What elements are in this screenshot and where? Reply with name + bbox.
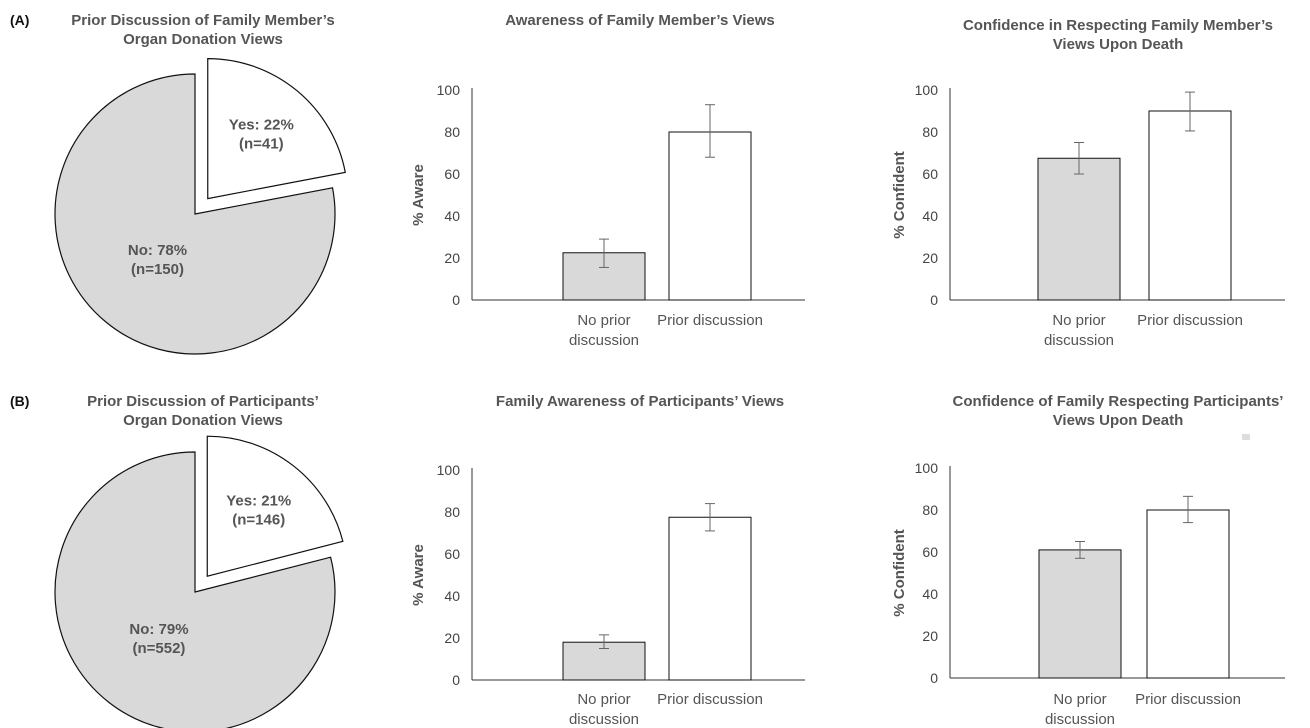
pie-slice-yes xyxy=(206,435,344,577)
y-tick-label: 60 xyxy=(444,546,460,562)
y-tick-label: 60 xyxy=(922,166,938,182)
bar-prior xyxy=(668,131,752,301)
y-tick-label: 0 xyxy=(930,292,938,308)
y-axis-label: % Confident xyxy=(891,529,908,617)
x-tick-label: No prior xyxy=(577,691,630,708)
y-tick-label: 100 xyxy=(915,82,939,98)
panel-label-a: (A) xyxy=(10,12,29,28)
y-tick-label: 80 xyxy=(444,124,460,140)
bar-no-prior xyxy=(1038,549,1122,679)
chart-4: Family Awareness of Participants’ Views 0… xyxy=(410,393,805,728)
x-tick-label: Prior discussion xyxy=(657,691,763,708)
x-tick-label: No prior xyxy=(1052,312,1105,329)
pie-slice-yes xyxy=(207,57,346,200)
chart-title: Confidence of Family Respecting Particip… xyxy=(953,393,1284,410)
y-tick-label: 100 xyxy=(915,460,939,476)
y-axis-label: % Confident xyxy=(891,151,908,239)
y-tick-label: 60 xyxy=(922,544,938,560)
pie-label-yes: Yes: 21% xyxy=(226,492,291,509)
y-tick-label: 40 xyxy=(444,588,460,604)
x-tick-label: No prior xyxy=(577,312,630,329)
chart-title: Views Upon Death xyxy=(1053,36,1184,53)
pie-slice-no xyxy=(54,451,336,728)
pie-label-no: No: 79% xyxy=(129,621,188,638)
chart-title: Organ Donation Views xyxy=(123,31,283,48)
chart-title: Organ Donation Views xyxy=(123,412,283,429)
chart-title: Prior Discussion of Family Member’s xyxy=(71,12,334,29)
pie-label-no: (n=150) xyxy=(131,261,184,278)
y-axis-label: % Aware xyxy=(410,544,427,606)
chart-title: Confidence in Respecting Family Member’s xyxy=(963,17,1273,34)
pie-label-yes: (n=146) xyxy=(232,511,285,528)
y-tick-label: 20 xyxy=(922,628,938,644)
y-tick-label: 100 xyxy=(437,82,461,98)
y-tick-label: 0 xyxy=(452,292,460,308)
y-axis-label: % Aware xyxy=(410,164,427,226)
y-tick-label: 0 xyxy=(930,670,938,686)
chart-1: Awareness of Family Member’s Views 0 20 40 6… xyxy=(410,12,805,349)
stray-marker xyxy=(1242,434,1250,440)
chart-title: Prior Discussion of Participants’ xyxy=(87,393,319,410)
chart-3: Prior Discussion of Participants’ Organ D… xyxy=(54,393,344,728)
bar-prior xyxy=(1146,509,1230,679)
pie-label-yes: (n=41) xyxy=(239,135,284,152)
y-tick-label: 80 xyxy=(444,504,460,520)
chart-5: Confidence of Family Respecting Particip… xyxy=(891,393,1285,728)
chart-2: Confidence in Respecting Family Member’s… xyxy=(891,17,1285,349)
pie-label-yes: Yes: 22% xyxy=(229,116,294,133)
x-tick-label: No prior xyxy=(1053,691,1106,708)
y-tick-label: 80 xyxy=(922,502,938,518)
y-tick-label: 40 xyxy=(444,208,460,224)
y-tick-label: 40 xyxy=(922,208,938,224)
y-tick-label: 20 xyxy=(922,250,938,266)
pie-label-no: (n=552) xyxy=(132,640,185,657)
x-tick-label: discussion xyxy=(569,332,639,349)
pie-slice-no xyxy=(54,73,336,355)
chart-title: Views Upon Death xyxy=(1053,412,1184,429)
y-tick-label: 40 xyxy=(922,586,938,602)
y-tick-label: 0 xyxy=(452,672,460,688)
x-tick-label: Prior discussion xyxy=(1135,691,1241,708)
charts-container: Prior Discussion of Family Member’s Organ… xyxy=(54,12,1285,728)
x-tick-label: discussion xyxy=(1045,711,1115,728)
chart-title: Awareness of Family Member’s Views xyxy=(505,12,775,29)
y-tick-label: 80 xyxy=(922,124,938,140)
pie-label-no: No: 78% xyxy=(128,242,187,259)
chart-title: Family Awareness of Participants’ Views xyxy=(496,393,784,410)
x-tick-label: Prior discussion xyxy=(657,312,763,329)
panel-label-b: (B) xyxy=(10,393,29,409)
x-tick-label: Prior discussion xyxy=(1137,312,1243,329)
x-tick-label: discussion xyxy=(569,711,639,728)
y-tick-label: 20 xyxy=(444,630,460,646)
y-tick-label: 20 xyxy=(444,250,460,266)
y-tick-label: 100 xyxy=(437,462,461,478)
bar-no-prior xyxy=(1037,157,1121,301)
y-tick-label: 60 xyxy=(444,166,460,182)
chart-0: Prior Discussion of Family Member’s Organ… xyxy=(54,12,346,355)
bar-prior xyxy=(668,516,752,681)
bar-prior xyxy=(1148,110,1232,301)
x-tick-label: discussion xyxy=(1044,332,1114,349)
